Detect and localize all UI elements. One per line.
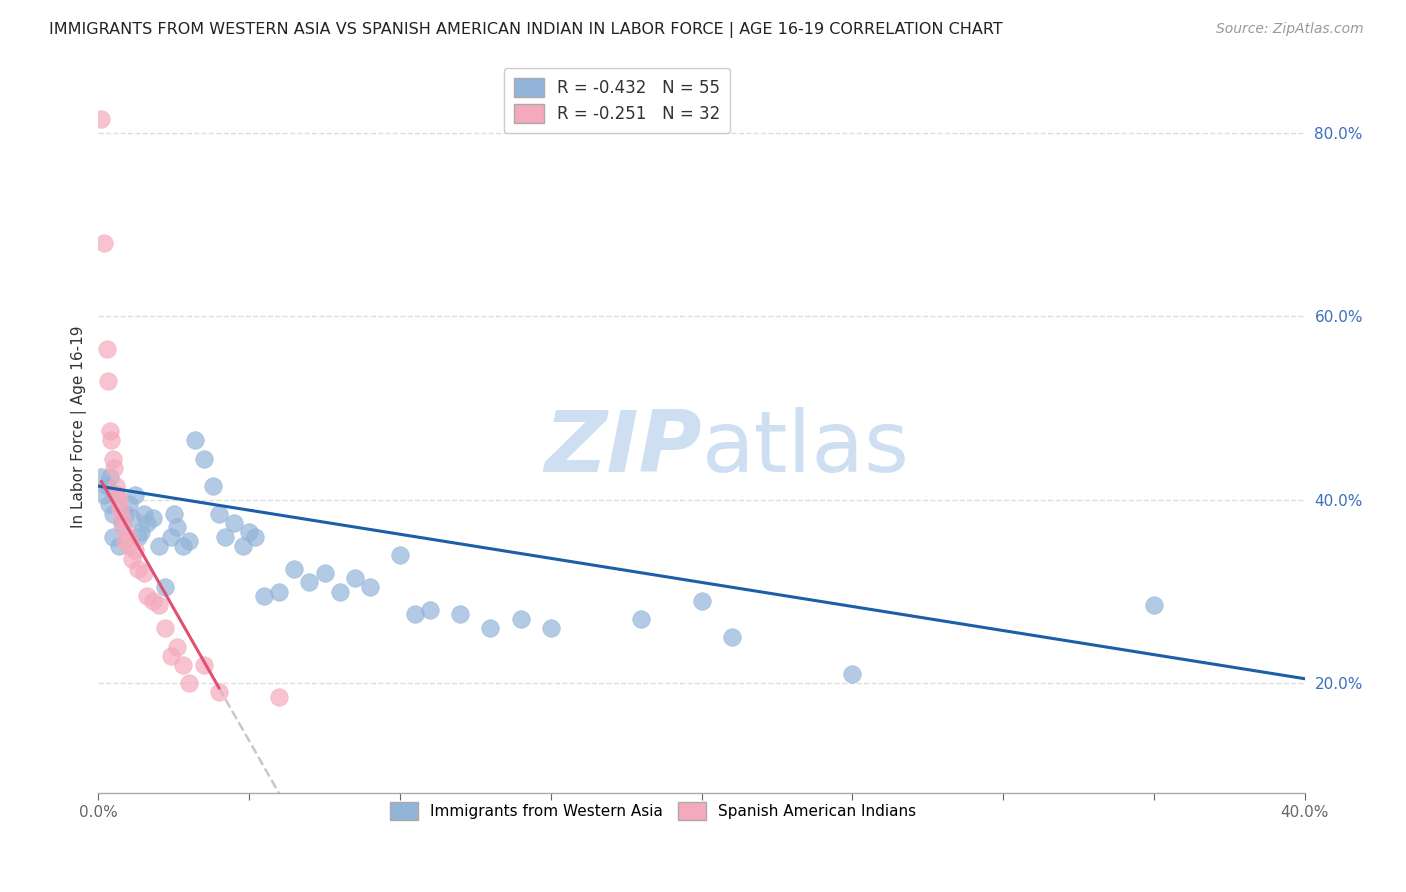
Point [121, 552, 143, 566]
Point [96, 479, 118, 493]
Point [540, 621, 562, 635]
Point [166, 640, 188, 654]
Point [112, 520, 135, 534]
Point [690, 593, 713, 607]
Point [253, 589, 276, 603]
Point [232, 539, 254, 553]
Point [97, 498, 120, 512]
Text: atlas: atlas [702, 407, 910, 490]
Point [127, 561, 149, 575]
Point [177, 534, 200, 549]
Point [720, 631, 742, 645]
Point [105, 479, 128, 493]
Text: IMMIGRANTS FROM WESTERN ASIA VS SPANISH AMERICAN INDIAN IN LABOR FORCE | AGE 16-: IMMIGRANTS FROM WESTERN ASIA VS SPANISH … [49, 22, 1002, 38]
Point [388, 548, 411, 562]
Point [163, 507, 186, 521]
Point [269, 690, 291, 704]
Point [127, 529, 149, 543]
Point [100, 424, 122, 438]
Point [153, 621, 176, 635]
Point [135, 589, 157, 603]
Point [148, 599, 170, 613]
Point [90, 470, 112, 484]
Point [208, 507, 231, 521]
Point [298, 575, 321, 590]
Point [159, 648, 181, 663]
Point [100, 470, 122, 484]
Point [269, 584, 291, 599]
Point [509, 612, 531, 626]
Point [90, 112, 112, 127]
Point [111, 511, 134, 525]
Text: Source: ZipAtlas.com: Source: ZipAtlas.com [1216, 22, 1364, 37]
Point [118, 539, 141, 553]
Text: ZIP: ZIP [544, 407, 702, 490]
Point [108, 539, 131, 553]
Point [124, 488, 146, 502]
Point [214, 529, 236, 543]
Point [841, 667, 863, 681]
Point [117, 498, 139, 512]
Point [103, 529, 125, 543]
Point [193, 451, 215, 466]
Point [153, 580, 176, 594]
Point [103, 460, 125, 475]
Point [201, 479, 224, 493]
Point [166, 520, 188, 534]
Point [93, 235, 115, 250]
Point [314, 566, 336, 581]
Point [105, 488, 128, 502]
Y-axis label: In Labor Force | Age 16-19: In Labor Force | Age 16-19 [72, 326, 87, 528]
Point [404, 607, 426, 622]
Point [103, 507, 125, 521]
Legend: Immigrants from Western Asia, Spanish American Indians: Immigrants from Western Asia, Spanish Am… [384, 797, 922, 826]
Point [479, 621, 502, 635]
Point [142, 511, 165, 525]
Point [114, 534, 136, 549]
Point [96, 342, 118, 356]
Point [124, 543, 146, 558]
Point [329, 584, 352, 599]
Point [117, 529, 139, 543]
Point [419, 603, 441, 617]
Point [100, 434, 122, 448]
Point [142, 593, 165, 607]
Point [108, 502, 131, 516]
Point [343, 571, 366, 585]
Point [132, 566, 155, 581]
Point [172, 539, 194, 553]
Point [1143, 599, 1166, 613]
Point [177, 676, 200, 690]
Point [132, 507, 155, 521]
Point [103, 451, 125, 466]
Point [630, 612, 652, 626]
Point [238, 524, 260, 539]
Point [449, 607, 471, 622]
Point [129, 524, 152, 539]
Point [93, 488, 115, 502]
Point [135, 516, 157, 530]
Point [208, 685, 231, 699]
Point [97, 374, 120, 388]
Point [283, 561, 305, 575]
Point [111, 516, 134, 530]
Point [121, 511, 143, 525]
Point [108, 492, 131, 507]
Point [172, 657, 194, 672]
Point [193, 657, 215, 672]
Point [359, 580, 381, 594]
Point [159, 529, 181, 543]
Point [114, 507, 136, 521]
Point [184, 434, 207, 448]
Point [222, 516, 245, 530]
Point [105, 488, 128, 502]
Point [243, 529, 266, 543]
Point [148, 539, 170, 553]
